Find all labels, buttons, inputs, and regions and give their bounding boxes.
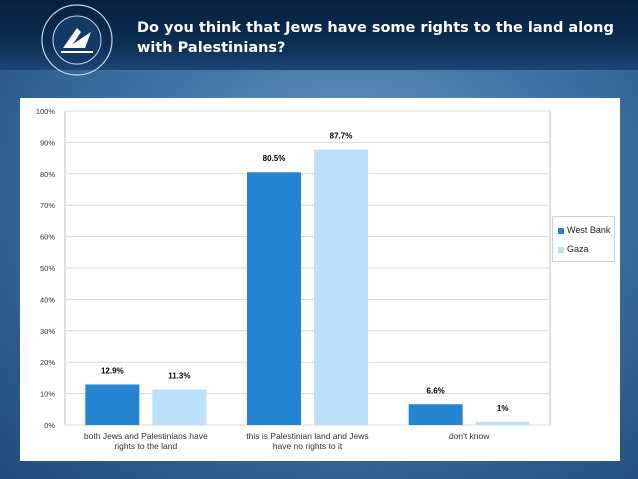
legend-item-west-bank: West Bank — [558, 224, 610, 236]
bar-west-bank — [85, 384, 140, 425]
bar-chart: 0%10%20%30%40%50%60%70%80%90%100% 12.9%1… — [36, 107, 551, 451]
y-tick-label: 10% — [40, 390, 55, 399]
page-title: Do you think that Jews have some rights … — [137, 20, 614, 56]
data-label: 6.6% — [427, 386, 445, 395]
y-tick-label: 100% — [36, 107, 56, 116]
chart-panel: 0% 10% 20% 30% 40% 50% 60% 70% 80% 90% 100% 12.9% 1… — [20, 98, 620, 461]
y-tick-label: 50% — [40, 264, 55, 273]
legend-label-gaza: Gaza — [567, 244, 589, 254]
x-category-label: rights to the land — [114, 441, 177, 451]
data-label: 87.7% — [330, 132, 353, 141]
bar-west-bank — [247, 172, 301, 425]
legend-item-gaza: Gaza — [558, 243, 589, 255]
x-category-label: have no rights to it — [273, 441, 343, 451]
x-category-label: both Jews and Palestinians have — [84, 431, 208, 441]
bar-gaza — [152, 389, 207, 425]
legend-label-west-bank: West Bank — [567, 225, 611, 235]
bar-gaza — [314, 149, 368, 425]
chart-legend: West Bank Gaza — [552, 216, 615, 262]
institute-seal-logo — [41, 4, 113, 76]
bar-gaza — [475, 421, 530, 425]
bars-layer — [85, 149, 530, 425]
x-category-label: don't know — [449, 431, 490, 441]
legend-swatch-gaza — [558, 246, 564, 253]
y-tick-label: 20% — [40, 358, 55, 367]
y-tick-label: 0% — [44, 421, 55, 430]
y-tick-label: 60% — [40, 233, 55, 242]
legend-swatch-west-bank — [558, 227, 564, 234]
y-tick-label: 70% — [40, 201, 55, 210]
bar-west-bank — [408, 404, 463, 425]
y-tick-label: 80% — [40, 170, 55, 179]
data-labels-layer: 12.9% 11.3% 80.5% 87.7% 6.6% 1% — [101, 132, 508, 413]
data-label: 12.9% — [101, 366, 124, 375]
data-label: 80.5% — [263, 154, 286, 163]
y-axis-ticks: 0% 10% 20% 30% 40% 50% 60% 70% 80% 90% 100% — [36, 107, 56, 430]
x-category-label: this is Palestinian land and Jews — [246, 431, 368, 441]
grid-layer — [64, 110, 551, 426]
y-tick-label: 90% — [40, 138, 55, 147]
y-tick-label: 40% — [40, 295, 55, 304]
header-banner: Do you think that Jews have some rights … — [0, 0, 638, 76]
y-tick-label: 30% — [40, 327, 55, 336]
data-label: 11.3% — [168, 372, 190, 381]
data-label: 1% — [497, 404, 509, 413]
